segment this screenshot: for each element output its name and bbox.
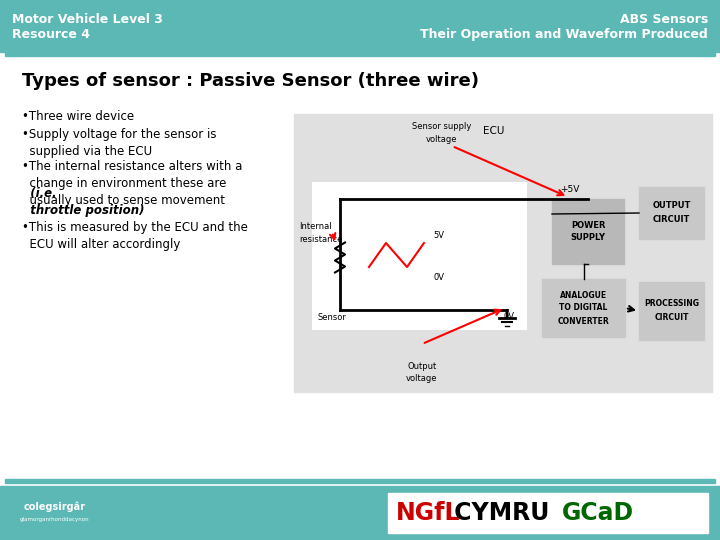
Text: ANALOGUE: ANALOGUE <box>560 291 607 300</box>
Bar <box>312 182 527 330</box>
Text: GCaD: GCaD <box>562 501 634 525</box>
Bar <box>364 227 429 285</box>
Text: glamorganrhonddacynon: glamorganrhonddacynon <box>20 517 90 523</box>
Text: 5V: 5V <box>433 231 444 240</box>
Text: Their Operation and Waveform Produced: Their Operation and Waveform Produced <box>420 28 708 41</box>
Text: +5V: +5V <box>560 185 580 194</box>
Text: Types of sensor : Passive Sensor (three wire): Types of sensor : Passive Sensor (three … <box>22 72 479 90</box>
Text: POWER: POWER <box>571 221 606 230</box>
Text: (i.e.
  throttle position): (i.e. throttle position) <box>22 187 145 217</box>
Bar <box>5 52 715 56</box>
Text: CONVERTER: CONVERTER <box>557 316 609 326</box>
Text: voltage: voltage <box>406 374 438 383</box>
Text: voltage: voltage <box>426 135 458 144</box>
Text: Sensor supply: Sensor supply <box>413 122 472 131</box>
Text: PROCESSING: PROCESSING <box>644 300 699 308</box>
Text: ECU: ECU <box>483 126 505 136</box>
Bar <box>552 199 624 264</box>
Text: Internal: Internal <box>299 222 332 231</box>
Text: Motor Vehicle Level 3: Motor Vehicle Level 3 <box>12 13 163 26</box>
Text: Resource 4: Resource 4 <box>12 28 90 41</box>
Text: SUPPLY: SUPPLY <box>570 233 606 242</box>
Text: ABS Sensors: ABS Sensors <box>620 13 708 26</box>
Bar <box>5 479 715 483</box>
Text: Sensor: Sensor <box>317 313 346 322</box>
Text: OUTPUT: OUTPUT <box>652 201 690 211</box>
Bar <box>639 187 704 239</box>
Text: CYMRU: CYMRU <box>446 501 557 525</box>
Bar <box>294 114 712 392</box>
Text: •This is measured by the ECU and the
  ECU will alter accordingly: •This is measured by the ECU and the ECU… <box>22 221 248 251</box>
Text: CIRCUIT: CIRCUIT <box>654 313 689 321</box>
Text: 0V: 0V <box>433 273 444 282</box>
Bar <box>5 55 715 483</box>
Bar <box>388 493 708 533</box>
Bar <box>639 282 704 340</box>
Text: •The internal resistance alters with a
  change in environment these are
  usual: •The internal resistance alters with a c… <box>22 160 243 207</box>
Text: Output: Output <box>408 362 436 371</box>
Text: colegsirgâr: colegsirgâr <box>24 502 86 512</box>
Text: •Three wire device: •Three wire device <box>22 110 134 123</box>
Text: CIRCUIT: CIRCUIT <box>653 214 690 224</box>
Text: resistance: resistance <box>299 235 343 244</box>
Bar <box>0 486 720 540</box>
Bar <box>0 0 720 52</box>
Text: TO DIGITAL: TO DIGITAL <box>559 303 608 313</box>
Text: NGfL: NGfL <box>396 501 461 525</box>
Text: •Supply voltage for the sensor is
  supplied via the ECU: •Supply voltage for the sensor is suppli… <box>22 128 217 158</box>
Bar <box>542 279 625 337</box>
Text: 0V: 0V <box>503 312 515 321</box>
